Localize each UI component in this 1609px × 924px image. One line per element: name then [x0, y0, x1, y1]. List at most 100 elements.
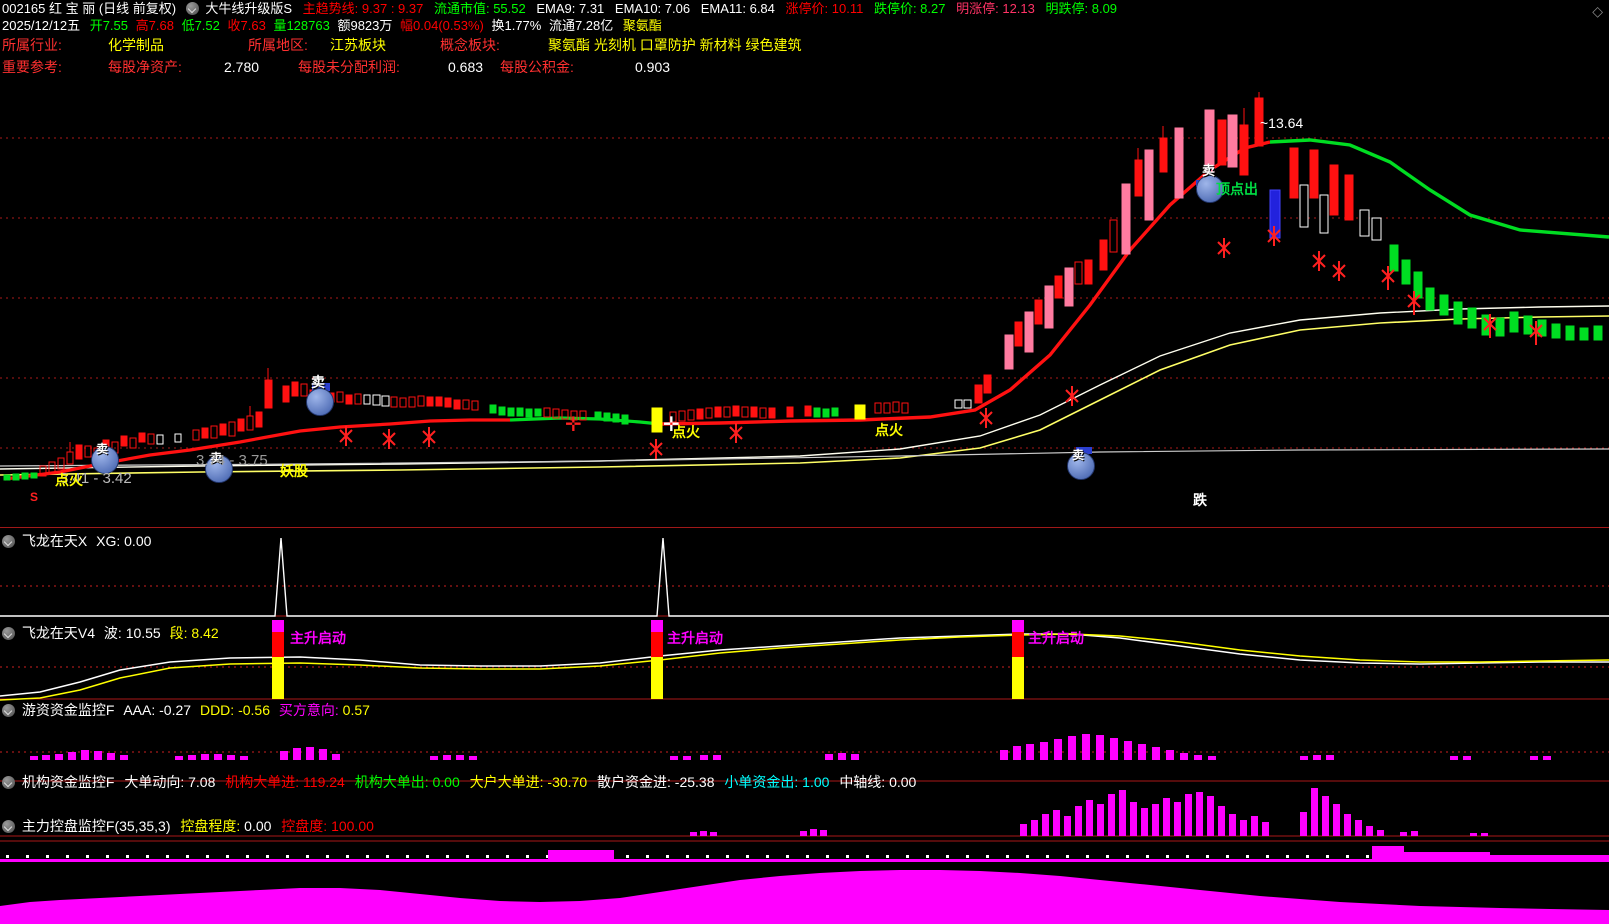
quote-header-line1: 002165 红 宝 丽 (日线 前复权) 大牛线升级版S 主趋势线: 9.37… [0, 0, 1609, 17]
panel-youzi-ddd-label: DDD: [199, 702, 235, 718]
panel-feilong-x-title: 飞龙在天X [21, 533, 88, 549]
ignite-label-1: 点火 [55, 472, 83, 488]
limit-up-price: 涨停价: 10.11 [785, 1, 864, 16]
chevron-circle-icon[interactable] [2, 627, 15, 640]
region-label: 所属地区: [248, 37, 308, 53]
panel-youzi-title: 游资资金监控F [21, 702, 115, 718]
panel-feilong-v4-bo-label: 波: [103, 625, 122, 641]
s-marker-label: S [30, 490, 39, 504]
quote-header-line2: 2025/12/12五 开7.55 高7.68 低7.52 收7.63 量128… [0, 17, 1609, 34]
demon-stock-label: 妖股 [280, 463, 308, 479]
chevron-circle-icon[interactable] [2, 820, 15, 833]
trend-green-2 [1269, 138, 1609, 239]
ma-long-white [0, 305, 1609, 470]
low-price: 低7.52 [181, 18, 220, 33]
sell-badge-1 [91, 446, 119, 474]
panel-feilong-v4[interactable]: 主升启动 主升启动 主升启动 [0, 620, 1609, 702]
kongpan-thin-band [0, 859, 1609, 862]
panel-youzi-aaa-value: -0.27 [159, 702, 192, 718]
panel-title-feilong-x[interactable]: 飞龙在天X XG: 0.00 [2, 531, 151, 551]
ignite-candle-2 [854, 404, 866, 420]
jigou-in-label: 机构大单进: [225, 774, 300, 790]
jigou-out-label: 机构大单出: [354, 774, 429, 790]
jigou-in-value: 119.24 [303, 774, 345, 790]
chevron-circle-icon[interactable] [2, 704, 15, 717]
v4-signal-bars [272, 620, 1024, 699]
industry-value: 化学制品 [108, 37, 164, 53]
zhongzhou-label: 中轴线: [839, 774, 886, 790]
bps-label: 每股净资产: [108, 59, 182, 75]
zhongzhou-value: 0.00 [889, 774, 917, 790]
trend-green-1 [509, 416, 661, 426]
v4-white-line [0, 633, 1609, 697]
sell-label-4: 卖 [1072, 448, 1085, 462]
important-reference-label: 重要参考: [2, 59, 62, 75]
turnover: 换1.77% [491, 18, 542, 33]
main-price-chart[interactable]: 卖 卖 卖 卖 卖 顶点出 ~13.64 妖股 3.74 - 3.75 3.41… [0, 90, 1609, 520]
panel-title-feilong-v4[interactable]: 飞龙在天V4 波: 10.55 段: 8.42 [2, 623, 219, 643]
panel-youzi-buy-label: 买方意向: [278, 702, 339, 718]
sell-label-3: 卖 [311, 374, 325, 390]
sell-signal-stars [339, 226, 1543, 459]
sell-label-1: 卖 [96, 442, 109, 456]
panel-feilong-v4-duan-value: 8.42 [191, 625, 219, 641]
sell-badge-3 [306, 388, 334, 416]
panel-youzi-ddd-value: -0.56 [238, 702, 270, 718]
jigou-dadan-label: 大单动向: [124, 774, 185, 790]
ma-long-yellow [0, 315, 1609, 476]
sell-label-5: 卖 [1202, 163, 1216, 178]
chevron-circle-icon[interactable] [185, 2, 199, 15]
panel-feilong-x[interactable] [0, 528, 1609, 620]
reference-info-row: 重要参考: 每股净资产: 2.780 每股未分配利润: 0.683 每股公积金:… [0, 56, 1609, 78]
sanhu-in-value: -25.38 [674, 774, 715, 790]
dahu-in-value: -30.70 [547, 774, 588, 790]
sell-badge-5 [1196, 175, 1224, 203]
kongpan-area [0, 870, 1609, 924]
panel-title-youzi[interactable]: 游资资金监控F AAA: -0.27 DDD: -0.56 买方意向: 0.57 [2, 700, 370, 720]
undistributed-value: 0.683 [448, 59, 484, 75]
kongpan-level-value: 100.00 [331, 818, 374, 834]
chevron-circle-icon[interactable] [2, 776, 15, 789]
panel-title-kongpan[interactable]: 主力控盘监控F(35,35,3) 控盘程度: 0.00 控盘度: 100.00 [2, 816, 374, 836]
down-arrow-markers [312, 180, 1212, 454]
price-chart-svg[interactable] [0, 90, 1609, 520]
region-value: 江苏板块 [330, 37, 386, 53]
main-rise-tag-1: 主升启动 [290, 630, 346, 646]
next-limit-up: 明涨停: 12.13 [956, 1, 1035, 16]
open-price: 开7.55 [89, 18, 129, 33]
reserve-value: 0.903 [635, 59, 671, 75]
sell-badge-4 [1067, 452, 1095, 480]
sell-badge-2 [205, 455, 233, 483]
reserve-label: 每股公积金: [500, 59, 574, 75]
jigou-dadan-value: 7.08 [188, 774, 216, 790]
chevron-circle-icon[interactable] [2, 535, 15, 548]
float-marketcap: 流通市值: 55.52 [433, 1, 526, 16]
panel-kongpan-title: 主力控盘监控F(35,35,3) [21, 818, 171, 834]
sanhu-in-label: 散户资金进: [597, 774, 671, 790]
jigou-out-value: 0.00 [432, 774, 460, 790]
ema9: EMA9: 7.31 [536, 1, 605, 16]
panel-youzi-zijin[interactable] [0, 702, 1609, 784]
volume: 量128763 [273, 18, 330, 33]
panel-title-jigou[interactable]: 机构资金监控F 大单动向: 7.08 机构大单进: 119.24 机构大单出: … [2, 772, 916, 792]
youzi-svg [0, 734, 1609, 782]
panel-zhuli-kongpan[interactable] [0, 840, 1609, 924]
main-rise-tag-3: 主升启动 [1028, 630, 1084, 646]
ignite-label-3: 点火 [875, 422, 903, 438]
panel-jigou-zijin[interactable] [0, 784, 1609, 840]
v4-yellow-line [0, 633, 1609, 701]
jigou-bars [690, 788, 1488, 836]
kongpan-svg [0, 840, 1609, 924]
panel-feilong-v4-bo-value: 10.55 [125, 625, 161, 641]
panel-feilong-v4-duan-label: 段: [169, 625, 188, 641]
kongpan-degree-value: 0.00 [244, 818, 272, 834]
panel-feilong-v4-title: 飞龙在天V4 [21, 625, 96, 641]
kongpan-degree-label: 控盘程度: [180, 818, 241, 834]
range-mid-annotation: 3.74 - 3.75 [196, 452, 268, 469]
feilong-v4-svg [0, 620, 1609, 701]
concept-values: 聚氨酯 光刻机 口罩防护 新材料 绿色建筑 [548, 37, 802, 53]
main-trend-second: : 9.37 [390, 1, 424, 16]
diamond-icon[interactable]: ◇ [1592, 3, 1603, 19]
jigou-svg [0, 788, 1609, 837]
buy-marker-icon-2: ✛ [663, 414, 680, 436]
